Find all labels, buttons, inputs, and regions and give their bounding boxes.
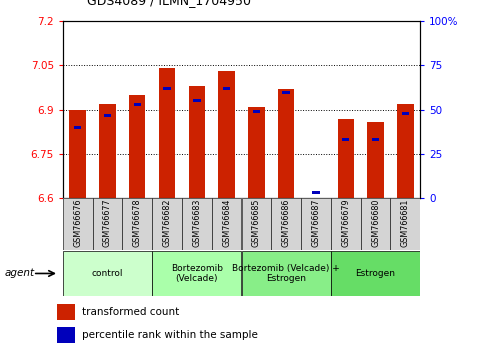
Bar xyxy=(372,138,379,141)
Text: agent: agent xyxy=(5,268,35,279)
Bar xyxy=(93,198,122,250)
Bar xyxy=(70,110,86,198)
Bar xyxy=(57,304,75,320)
Bar xyxy=(342,138,349,141)
Bar xyxy=(278,89,294,198)
Bar xyxy=(242,251,331,296)
Bar xyxy=(163,87,170,90)
Text: GSM766687: GSM766687 xyxy=(312,199,320,247)
Bar xyxy=(223,87,230,90)
Bar xyxy=(271,198,301,250)
Bar xyxy=(63,198,93,250)
Bar xyxy=(212,198,242,250)
Bar xyxy=(104,114,111,116)
Bar xyxy=(152,198,182,250)
Text: GSM766678: GSM766678 xyxy=(133,199,142,247)
Bar xyxy=(152,251,242,296)
Bar xyxy=(74,126,81,129)
Bar xyxy=(338,119,354,198)
Text: GSM766680: GSM766680 xyxy=(371,199,380,247)
Bar xyxy=(248,107,265,198)
Bar xyxy=(182,198,212,250)
Bar xyxy=(283,91,290,93)
Bar xyxy=(397,104,413,198)
Text: Estrogen: Estrogen xyxy=(355,269,396,278)
Bar xyxy=(134,103,141,106)
Bar xyxy=(63,251,152,296)
Bar xyxy=(253,110,260,113)
Text: Bortezomib
(Velcade): Bortezomib (Velcade) xyxy=(171,264,223,283)
Bar xyxy=(57,327,75,343)
Text: GDS4089 / ILMN_1704950: GDS4089 / ILMN_1704950 xyxy=(87,0,251,7)
Text: GSM766684: GSM766684 xyxy=(222,199,231,247)
Bar xyxy=(402,112,409,115)
Text: control: control xyxy=(92,269,123,278)
Text: GSM766679: GSM766679 xyxy=(341,199,350,247)
Text: percentile rank within the sample: percentile rank within the sample xyxy=(83,330,258,341)
Text: GSM766677: GSM766677 xyxy=(103,199,112,247)
Bar xyxy=(368,121,384,198)
Bar xyxy=(193,99,200,102)
Bar xyxy=(361,198,390,250)
Bar xyxy=(301,198,331,250)
Text: GSM766685: GSM766685 xyxy=(252,199,261,247)
Text: Bortezomib (Velcade) +
Estrogen: Bortezomib (Velcade) + Estrogen xyxy=(232,264,340,283)
Bar xyxy=(189,86,205,198)
Bar xyxy=(331,198,361,250)
Bar xyxy=(390,198,420,250)
Bar xyxy=(331,251,420,296)
Text: GSM766676: GSM766676 xyxy=(73,199,82,247)
Bar xyxy=(129,95,145,198)
Text: GSM766686: GSM766686 xyxy=(282,199,291,247)
Bar xyxy=(313,192,320,194)
Text: GSM766682: GSM766682 xyxy=(163,199,171,247)
Bar xyxy=(99,104,115,198)
Text: GSM766681: GSM766681 xyxy=(401,199,410,247)
Bar xyxy=(242,198,271,250)
Bar xyxy=(159,68,175,198)
Text: transformed count: transformed count xyxy=(83,307,180,318)
Bar xyxy=(122,198,152,250)
Bar xyxy=(218,72,235,198)
Text: GSM766683: GSM766683 xyxy=(192,199,201,247)
